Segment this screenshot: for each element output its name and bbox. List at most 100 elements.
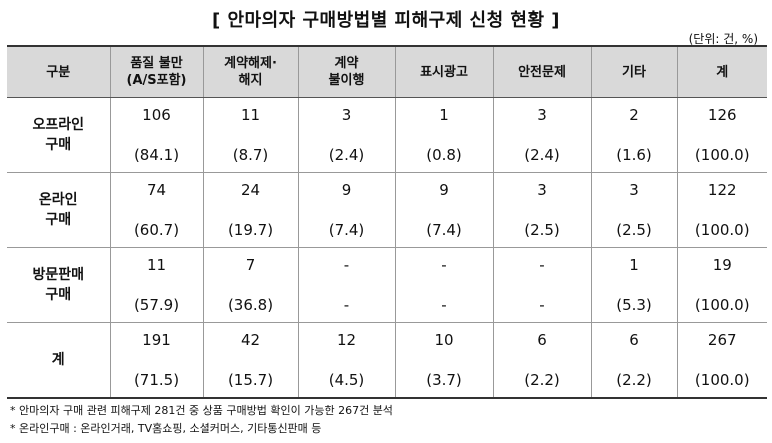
table-cell: -- xyxy=(493,247,592,323)
table-cell: 1 (5.3) xyxy=(591,247,678,323)
page-title: [ 안마의자 구매방법별 피해구제 신청 현황 ] xyxy=(211,10,561,31)
cell-percent: (100.0) xyxy=(694,296,750,314)
cell-count: - xyxy=(441,256,447,274)
table-cell: 3 (2.5) xyxy=(591,172,678,248)
cell-percent: (57.9) xyxy=(133,296,180,314)
table-cell: 3 (2.4) xyxy=(298,97,396,173)
cell-percent: (0.8) xyxy=(426,146,462,164)
cell-count: 11 xyxy=(146,256,167,274)
table-cell: 267 (100.0) xyxy=(677,322,767,398)
table-cell: 122 (100.0) xyxy=(677,172,767,248)
table-cell: -- xyxy=(298,247,396,323)
cell-count: 126 xyxy=(707,106,737,124)
header-other: 기타 xyxy=(591,46,678,98)
complaint-table: 구분 품질 불만 (A/S포함) 계약해제· 해지 계약 불이행 표시광고 안전문제 … xyxy=(7,45,767,399)
table-cell: 9 (7.4) xyxy=(298,172,396,248)
cell-count: - xyxy=(343,256,350,274)
table-cell: 74 (60.7) xyxy=(110,172,204,248)
cell-percent: (2.5) xyxy=(524,221,560,239)
footnote: * 온라인구매 : 온라인거래, TV홈쇼핑, 소셜커머스, 기타통신판매 등 xyxy=(10,422,322,435)
cell-count: 19 xyxy=(712,256,732,274)
row-label: 계 xyxy=(7,322,111,398)
cell-count: 24 xyxy=(240,181,261,199)
cell-count: 7 xyxy=(245,256,256,274)
table-cell: 3 (2.5) xyxy=(493,172,592,248)
cell-percent: (4.5) xyxy=(328,370,365,389)
cell-count: 11 xyxy=(240,106,261,124)
table-cell: 9 (7.4) xyxy=(395,172,494,248)
table-cell: -- xyxy=(395,247,494,323)
cell-percent: (2.2) xyxy=(616,370,652,389)
table-cell: 7 (36.8) xyxy=(203,247,299,323)
table-cell: 106 (84.1) xyxy=(110,97,204,173)
cell-percent: - xyxy=(441,296,447,314)
header-safety: 안전문제 xyxy=(493,46,592,98)
header-quality: 품질 불만 (A/S포함) xyxy=(110,46,204,98)
table-cell: 6 (2.2) xyxy=(493,322,592,398)
cell-percent: - xyxy=(343,296,350,314)
footnote: * 안마의자 구매 관련 피해구제 281건 중 상품 구매방법 확인이 가능한… xyxy=(10,404,393,417)
table-cell: 126 (100.0) xyxy=(677,97,767,173)
table-cell: 42 (15.7) xyxy=(203,322,299,398)
table-cell: 3 (2.4) xyxy=(493,97,592,173)
table-row: 계 191 (71.5) 42 (15.7) 12 (4.5) 10 (3.7) 6 (2.2) 6 (… xyxy=(7,322,767,398)
cell-percent: (2.5) xyxy=(616,221,652,239)
cell-count: 9 xyxy=(439,181,449,199)
row-label: 방문판매 구매 xyxy=(7,247,111,323)
cell-percent: (36.8) xyxy=(227,296,274,314)
table-cell: 2 (1.6) xyxy=(591,97,678,173)
cell-count: 6 xyxy=(629,330,639,349)
header-advertising: 표시광고 xyxy=(395,46,494,98)
cell-count: 3 xyxy=(629,181,639,199)
cell-percent: (8.7) xyxy=(232,146,269,164)
cell-count: 6 xyxy=(537,330,547,349)
cell-count: 12 xyxy=(336,330,357,349)
cell-percent: (7.4) xyxy=(426,221,462,239)
cell-percent: (2.4) xyxy=(524,146,560,164)
cell-percent: (100.0) xyxy=(694,370,750,389)
cell-count: 267 xyxy=(707,330,737,349)
cell-count: 9 xyxy=(341,181,352,199)
header-total: 계 xyxy=(677,46,767,98)
row-label: 오프라인 구매 xyxy=(7,97,111,173)
header-nonperformance: 계약 불이행 xyxy=(298,46,396,98)
cell-percent: (84.1) xyxy=(133,146,180,164)
cell-percent: (15.7) xyxy=(227,370,274,389)
cell-percent: (100.0) xyxy=(694,146,750,164)
unit-label: (단위: 건, %) xyxy=(688,32,758,46)
row-label: 온라인 구매 xyxy=(7,172,111,248)
table-row: 방문판매 구매 11 (57.9) 7 (36.8) - - - - - -1 (5.3) 19 (100.… xyxy=(7,247,767,323)
cell-count: 3 xyxy=(341,106,352,124)
cell-count: 1 xyxy=(629,256,639,274)
cell-count: 1 xyxy=(439,106,449,124)
table-cell: 11 (8.7) xyxy=(203,97,299,173)
cell-percent: (7.4) xyxy=(328,221,365,239)
cell-percent: (2.4) xyxy=(328,146,365,164)
cell-count: 3 xyxy=(537,106,547,124)
table-row: 온라인 구매 74 (60.7) 24 (19.7) 9 (7.4) 9 (7.4) 3 (2.5) 3… xyxy=(7,172,767,248)
table-cell: 19 (100.0) xyxy=(677,247,767,323)
cell-count: 42 xyxy=(240,330,261,349)
table-header-row: 구분 품질 불만 (A/S포함) 계약해제· 해지 계약 불이행 표시광고 안전문제 … xyxy=(7,46,767,98)
table-cell: 6 (2.2) xyxy=(591,322,678,398)
cell-percent: (2.2) xyxy=(524,370,560,389)
cell-count: 191 xyxy=(142,330,171,349)
cell-percent: (60.7) xyxy=(133,221,180,239)
table-cell: 11 (57.9) xyxy=(110,247,204,323)
table-cell: 24 (19.7) xyxy=(203,172,299,248)
table-cell: 10 (3.7) xyxy=(395,322,494,398)
cell-percent: (5.3) xyxy=(616,296,652,314)
table-row: 오프라인 구매 106 (84.1) 11 (8.7) 3 (2.4) 1 (0.8) 3 (2.4)… xyxy=(7,97,767,173)
cell-percent: (1.6) xyxy=(616,146,652,164)
cell-percent: - xyxy=(539,296,545,314)
cell-count: 3 xyxy=(537,181,547,199)
table-cell: 191 (71.5) xyxy=(110,322,204,398)
cell-count: 74 xyxy=(146,181,167,199)
header-cancellation: 계약해제· 해지 xyxy=(203,46,299,98)
cell-count: 122 xyxy=(707,181,737,199)
cell-percent: (3.7) xyxy=(426,370,462,389)
cell-count: 10 xyxy=(434,330,454,349)
cell-count: 106 xyxy=(142,106,171,124)
cell-percent: (19.7) xyxy=(227,221,274,239)
cell-percent: (71.5) xyxy=(133,370,180,389)
